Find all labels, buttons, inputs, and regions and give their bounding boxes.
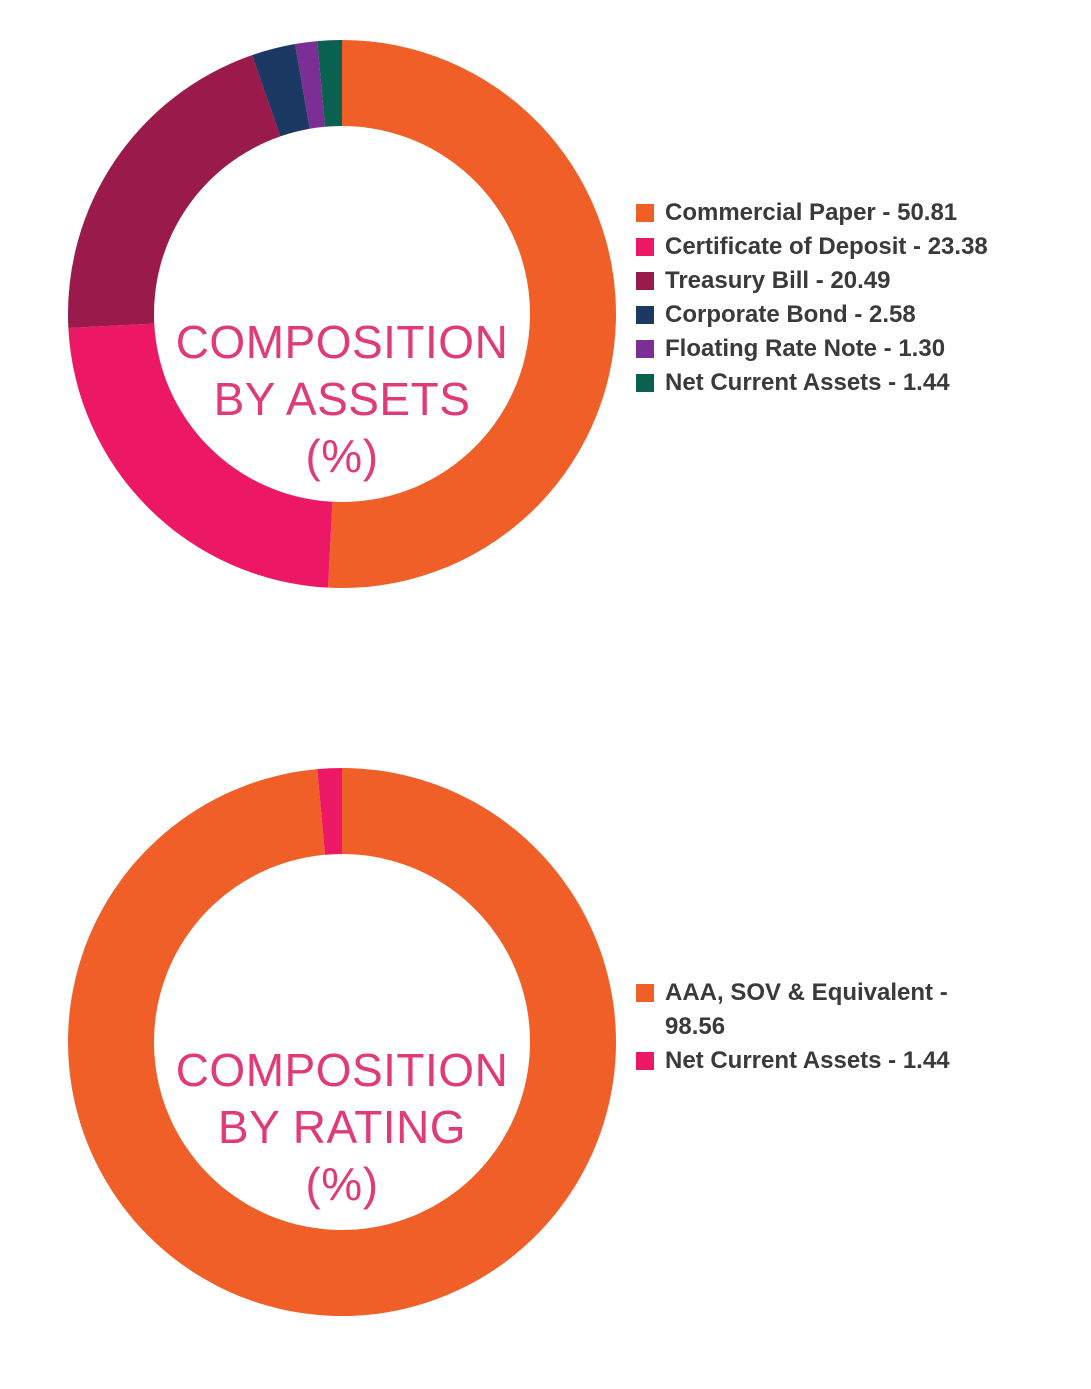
legend-label: Certificate of Deposit - 23.38 xyxy=(665,233,988,260)
legend-label: Floating Rate Note - 1.30 xyxy=(665,335,946,362)
rating-legend: AAA, SOV & Equivalent - 98.56 Net Curren… xyxy=(636,976,996,1078)
legend-label: Treasury Bill - 20.49 xyxy=(665,267,891,294)
legend-label: Corporate Bond - 2.58 xyxy=(665,301,916,328)
slice-net-current-assets xyxy=(317,40,342,127)
legend-label: AAA, SOV & Equivalent - 98.56 xyxy=(665,979,948,1040)
slice-commercial-paper xyxy=(328,40,617,588)
legend-swatch xyxy=(636,374,654,392)
assets-legend: Commercial Paper - 50.81 Certificate of … xyxy=(636,196,1056,400)
assets-center-line-3: (%) xyxy=(305,430,379,482)
slice-treasury-bill xyxy=(67,55,281,328)
rating-donut-chart: COMPOSITION BY RATING (%) AAA, SOV & Equ… xyxy=(0,728,1091,1348)
legend-item-aaa-sov-equivalent: AAA, SOV & Equivalent - 98.56 xyxy=(636,976,996,1044)
slice-corporate-bond xyxy=(252,44,310,137)
legend-item-treasury-bill: Treasury Bill - 20.49 xyxy=(636,264,1056,298)
legend-swatch xyxy=(636,204,654,222)
legend-item-certificate-of-deposit: Certificate of Deposit - 23.38 xyxy=(636,230,1056,264)
legend-label: Commercial Paper - 50.81 xyxy=(665,199,958,226)
legend-swatch xyxy=(636,340,654,358)
legend-swatch xyxy=(636,272,654,290)
legend-item-corporate-bond: Corporate Bond - 2.58 xyxy=(636,298,1056,332)
legend-swatch xyxy=(636,306,654,324)
assets-donut-svg xyxy=(67,40,617,588)
legend-swatch xyxy=(636,984,654,1002)
slice-net-current-assets xyxy=(317,768,342,855)
rating-center-label: COMPOSITION BY RATING (%) xyxy=(172,1042,512,1213)
slice-certificate-of-deposit xyxy=(68,323,333,588)
assets-center-line-1: COMPOSITION xyxy=(175,316,509,368)
legend-label: Net Current Assets - 1.44 xyxy=(665,1047,950,1074)
assets-center-line-2: BY ASSETS xyxy=(213,373,471,425)
legend-item-net-current-assets: Net Current Assets - 1.44 xyxy=(636,366,1056,400)
legend-swatch xyxy=(636,238,654,256)
rating-donut-svg xyxy=(68,768,617,1316)
rating-center-line-1: COMPOSITION xyxy=(175,1044,509,1096)
legend-item-net-current-assets: Net Current Assets - 1.44 xyxy=(636,1044,996,1078)
rating-center-line-3: (%) xyxy=(305,1158,379,1210)
legend-label: Net Current Assets - 1.44 xyxy=(665,369,950,396)
legend-item-commercial-paper: Commercial Paper - 50.81 xyxy=(636,196,1056,230)
assets-donut-chart: COMPOSITION BY ASSETS (%) Commercial Pap… xyxy=(0,0,1091,620)
assets-center-label: COMPOSITION BY ASSETS (%) xyxy=(172,314,512,485)
slice-floating-rate-note xyxy=(295,41,326,129)
legend-item-floating-rate-note: Floating Rate Note - 1.30 xyxy=(636,332,1056,366)
slice-aaa-sov-equivalent xyxy=(68,768,617,1316)
legend-swatch xyxy=(636,1052,654,1070)
rating-center-line-2: BY RATING xyxy=(217,1101,467,1153)
